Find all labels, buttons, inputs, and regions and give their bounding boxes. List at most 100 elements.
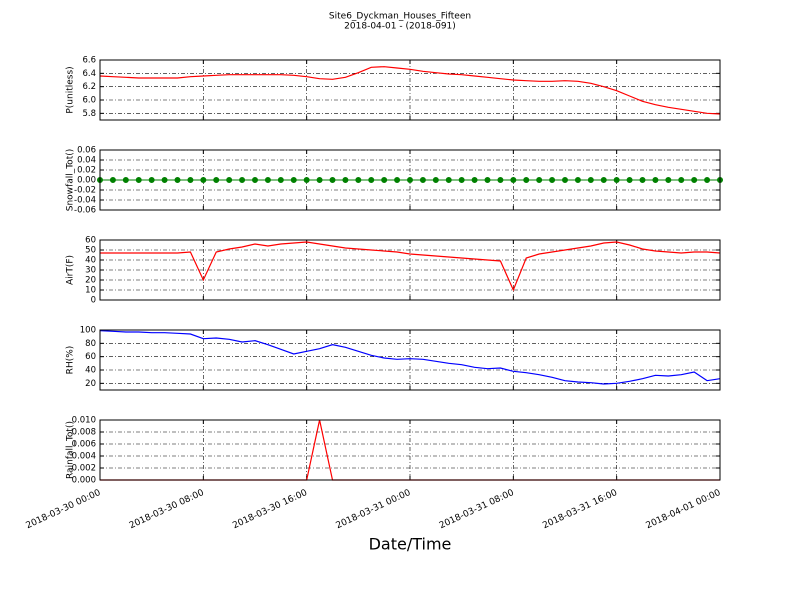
data-point — [355, 177, 362, 183]
y-tick-label: -0.06 — [74, 206, 96, 216]
data-point — [264, 177, 271, 183]
y-tick-label: 0.04 — [77, 156, 96, 166]
plot-frame — [99, 59, 721, 121]
plot-frame — [99, 149, 721, 211]
data-point — [523, 177, 530, 183]
y-tick-label: 0.004 — [72, 452, 96, 462]
data-point — [109, 177, 116, 183]
x-tick-label: 2018-03-31 00:00 — [335, 488, 413, 531]
data-point — [562, 177, 568, 183]
y-tick-label: 6.6 — [82, 56, 96, 66]
y-tick-label: 20 — [85, 276, 96, 286]
data-point — [626, 177, 633, 183]
y-tick-label: 0 — [91, 296, 96, 306]
data-point — [587, 177, 594, 183]
data-point — [394, 177, 401, 183]
data-point — [122, 177, 129, 183]
data-point — [639, 177, 646, 183]
data-line — [100, 241, 721, 292]
data-point — [226, 177, 233, 183]
data-point — [174, 177, 181, 183]
y-tick-label: 6.4 — [82, 69, 96, 79]
y-tick-label: 0.02 — [77, 166, 96, 176]
y-axis-label: Rainfall_Tot() — [66, 421, 76, 479]
y-tick-label: 0.002 — [72, 464, 96, 474]
figure-title: Site6_Dyckman_Houses_Fifteen — [329, 12, 471, 22]
data-point — [277, 177, 284, 183]
figure-subtitle: 2018-04-01 - (2018-091) — [344, 22, 456, 32]
y-tick-label: 60 — [85, 236, 96, 246]
data-point — [213, 177, 220, 183]
data-point — [368, 177, 375, 183]
data-point — [187, 177, 194, 183]
data-point — [704, 177, 711, 183]
data-point — [316, 177, 323, 183]
x-tick-label: 2018-03-30 00:00 — [25, 488, 103, 531]
data-point — [600, 177, 607, 183]
data-point — [445, 177, 452, 183]
y-tick-label: 6.2 — [82, 82, 96, 92]
y-axis-label: Snowfall_Tot() — [66, 149, 76, 212]
data-point — [549, 177, 556, 183]
data-point — [510, 177, 517, 183]
y-tick-label: 0.000 — [72, 476, 96, 486]
y-tick-label: -0.04 — [74, 196, 96, 206]
data-point — [200, 177, 207, 183]
y-tick-label: 30 — [85, 266, 96, 276]
data-point — [497, 177, 504, 183]
data-point — [303, 177, 310, 183]
x-tick-label: 2018-03-30 16:00 — [231, 488, 309, 531]
data-point — [458, 177, 465, 183]
y-axis-label: P(unitless) — [66, 66, 76, 113]
y-tick-label: 60 — [85, 352, 96, 362]
x-tick-label: 2018-03-31 16:00 — [541, 488, 619, 531]
data-point — [652, 177, 659, 183]
y-axis-label: AirT(F) — [66, 255, 76, 285]
y-tick-label: -0.02 — [74, 186, 96, 196]
data-point — [239, 177, 246, 183]
data-point — [665, 177, 672, 183]
y-tick-label: 0.00 — [77, 176, 96, 186]
y-tick-label: 0.010 — [72, 416, 96, 426]
data-point — [252, 177, 258, 183]
data-point — [290, 177, 297, 183]
data-point — [135, 177, 142, 183]
y-tick-label: 10 — [85, 286, 96, 296]
y-tick-label: 50 — [85, 246, 96, 256]
data-point — [574, 177, 581, 183]
data-point — [161, 177, 168, 183]
y-tick-label: 6.0 — [82, 96, 96, 106]
x-tick-label: 2018-03-31 08:00 — [438, 488, 516, 531]
x-tick-label: 2018-04-01 00:00 — [645, 488, 723, 531]
data-point — [691, 177, 698, 183]
data-point — [329, 177, 336, 183]
y-tick-label: 0.008 — [72, 428, 96, 438]
data-point — [471, 177, 478, 183]
data-point — [678, 177, 685, 183]
x-axis-label: Date/Time — [369, 535, 452, 554]
y-tick-label: 40 — [85, 366, 96, 376]
data-point — [536, 177, 543, 183]
data-point — [342, 177, 349, 183]
data-point — [432, 177, 439, 183]
y-tick-label: 40 — [85, 256, 96, 266]
y-tick-label: 0.006 — [72, 440, 96, 450]
data-point — [407, 177, 413, 183]
plot-frame — [99, 419, 721, 481]
data-line — [99, 330, 721, 385]
plot-frame — [99, 239, 721, 301]
y-tick-label: 100 — [80, 326, 96, 336]
y-tick-label: 0.06 — [77, 146, 96, 156]
data-point — [613, 177, 620, 183]
y-tick-label: 20 — [85, 379, 96, 389]
data-point — [381, 177, 388, 183]
data-line — [99, 66, 721, 115]
x-tick-label: 2018-03-30 08:00 — [128, 488, 206, 531]
plot-frame — [99, 329, 721, 391]
data-point — [484, 177, 491, 183]
data-point — [419, 177, 426, 183]
y-tick-label: 5.8 — [82, 109, 96, 119]
y-tick-label: 80 — [85, 339, 96, 349]
data-point — [148, 177, 155, 183]
